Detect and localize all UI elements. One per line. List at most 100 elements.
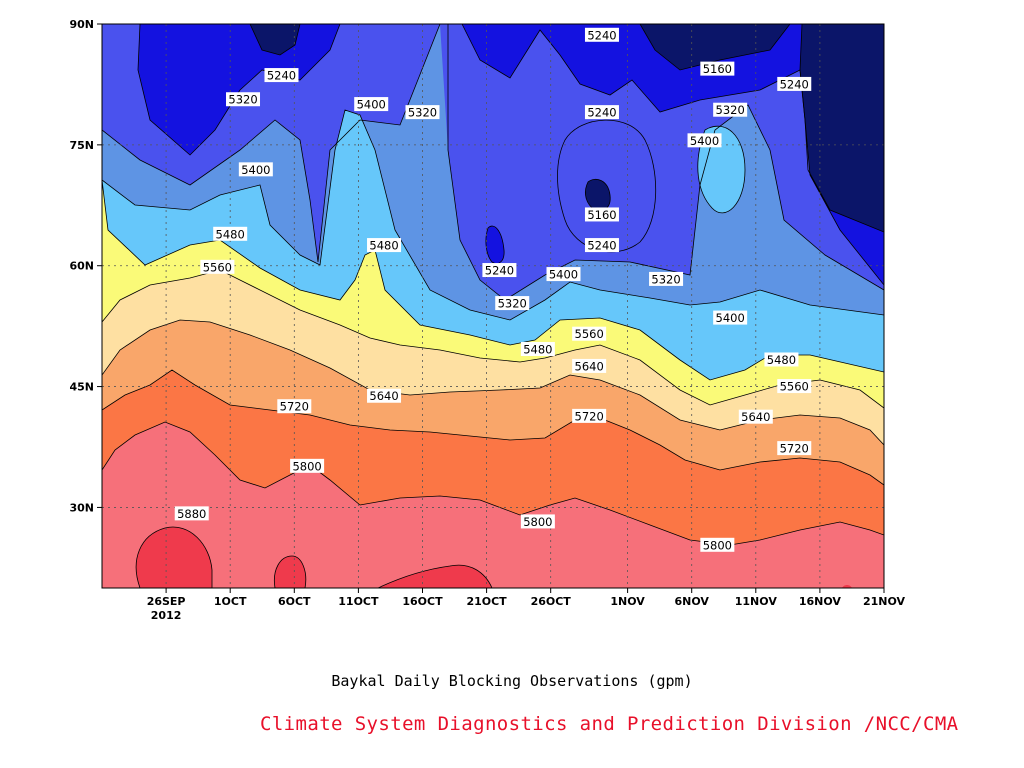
y-tick-label: 45N: [69, 381, 94, 394]
y-axis: 30N 45N 60N 75N 90N: [69, 18, 102, 514]
contour-label-text: 5240: [587, 239, 616, 253]
contour-label-bg: [367, 238, 402, 253]
core-5160-b: [485, 226, 505, 264]
contour-label: 5800: [700, 537, 735, 552]
x-tick-label: 11NOV: [735, 595, 778, 608]
contour-label-bg: [264, 68, 299, 83]
contour-label-bg: [764, 352, 799, 367]
contour-label-text: 5560: [203, 260, 232, 274]
contour-label-text: 5320: [498, 297, 527, 311]
contour-label-text: 5160: [703, 62, 732, 76]
gridlines: [102, 24, 884, 588]
contour-label: 5240: [584, 238, 619, 253]
contour-label-bg: [572, 326, 607, 341]
contour-label: 5480: [520, 342, 555, 357]
x-tick-sublabel: 2012: [151, 609, 182, 622]
contour-label-bg: [738, 409, 773, 424]
contour-label-bg: [174, 506, 209, 521]
contour-label: 5320: [405, 105, 440, 120]
contour-label-text: 5640: [369, 389, 398, 403]
contour-label-bg: [238, 162, 273, 177]
plot-frame: [101, 23, 885, 589]
contour-label-text: 5160: [587, 208, 616, 222]
contour-label: 5800: [290, 458, 325, 473]
band-above-5880-c: [378, 565, 492, 588]
contour-label-bg: [367, 388, 402, 403]
contour-label: 5240: [777, 76, 812, 91]
contour-label-bg: [584, 238, 619, 253]
contour-label-text: 5400: [241, 163, 270, 177]
contour-label: 5240: [584, 105, 619, 120]
contour-label-text: 5640: [741, 410, 770, 424]
contour-label: 5720: [277, 399, 312, 414]
contour-label-bg: [777, 76, 812, 91]
contour-labels: 5240 5320 5400 5320 5400 5480 5560 5480 5240 5160…: [174, 27, 812, 552]
band-5400-bubble: [697, 126, 745, 213]
contour-label: 5480: [213, 226, 248, 241]
contour-label-text: 5480: [523, 343, 552, 357]
contour-label-text: 5800: [292, 459, 321, 473]
contour-label: 5240: [482, 263, 517, 278]
contour-label-bg: [546, 267, 581, 282]
contour-label-text: 5400: [690, 134, 719, 148]
contour-label: 5560: [777, 379, 812, 394]
contour-label-bg: [290, 458, 325, 473]
contour-label: 5160: [700, 61, 735, 76]
contour-label-bg: [200, 259, 235, 274]
contour-label-bg: [584, 207, 619, 222]
contour-label: 5400: [354, 97, 389, 112]
x-tick-label: 26OCT: [531, 595, 572, 608]
contour-label-bg: [777, 441, 812, 456]
contour-label-bg: [495, 296, 530, 311]
contour-label: 5480: [764, 352, 799, 367]
contour-label-text: 5400: [357, 98, 386, 112]
band-above-5880-b: [274, 556, 306, 588]
contour-label: 5560: [200, 259, 235, 274]
contour-fills: [102, 24, 884, 588]
core-5160-a: [585, 179, 611, 211]
contour-label: 5160: [584, 207, 619, 222]
contour-label-text: 5480: [767, 353, 796, 367]
contour-label: 5880: [174, 506, 209, 521]
x-tick-label: 1NOV: [610, 595, 645, 608]
contour-label-text: 5240: [267, 69, 296, 83]
x-tick-label: 1OCT: [214, 595, 247, 608]
x-tick-label: 11OCT: [338, 595, 379, 608]
contour-label: 5400: [546, 267, 581, 282]
core-top-a: [250, 24, 300, 55]
contour-label-bg: [520, 514, 555, 529]
contour-label-text: 5320: [716, 103, 745, 117]
contour-label: 5640: [738, 409, 773, 424]
chart-title: Baykal Daily Blocking Observations (gpm): [331, 672, 693, 690]
contour-label-text: 5720: [780, 442, 809, 456]
contour-label: 5720: [777, 441, 812, 456]
contour-label: 5800: [520, 514, 555, 529]
contour-label: 5240: [264, 68, 299, 83]
contour-label-bg: [572, 358, 607, 373]
contour-label-text: 5480: [369, 239, 398, 253]
contour-label: 5320: [226, 92, 261, 107]
contour-label-bg: [700, 61, 735, 76]
core-top-b: [640, 24, 790, 70]
contour-label-bg: [713, 102, 748, 117]
contour-label: 5480: [367, 238, 402, 253]
contour-label-bg: [713, 310, 748, 325]
contour-label-bg: [405, 105, 440, 120]
contour-label-text: 5560: [780, 380, 809, 394]
contour-label-bg: [649, 271, 684, 286]
contour-label-text: 5320: [228, 93, 257, 107]
x-tick-label: 21NOV: [863, 595, 906, 608]
contour-label-bg: [213, 226, 248, 241]
contour-label-text: 5800: [523, 515, 552, 529]
chart-credit: Climate System Diagnostics and Predictio…: [260, 713, 959, 735]
contour-label-text: 5720: [280, 400, 309, 414]
contour-label-text: 5240: [587, 106, 616, 120]
contour-label-bg: [520, 342, 555, 357]
x-tick-label: 6OCT: [278, 595, 311, 608]
contour-label-bg: [700, 537, 735, 552]
x-tick-label: 6NOV: [674, 595, 709, 608]
x-tick-label: 16OCT: [402, 595, 443, 608]
contour-label-text: 5240: [485, 264, 514, 278]
x-tick-label: 16NOV: [799, 595, 842, 608]
